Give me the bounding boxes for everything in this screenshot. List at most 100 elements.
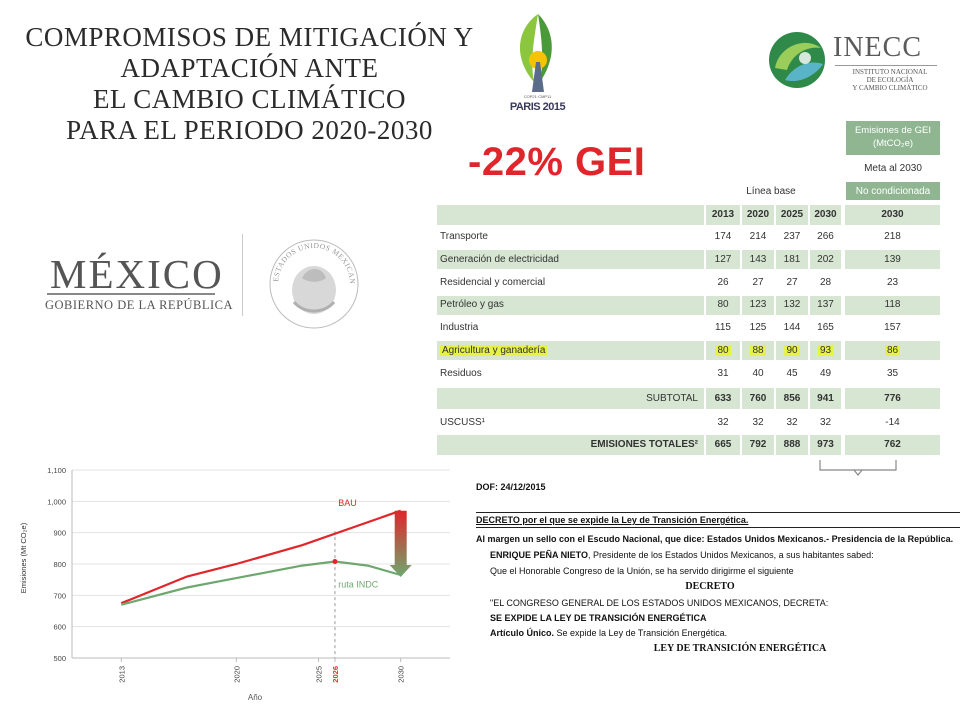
reduction-arrow-icon: [389, 510, 412, 577]
chart-ylabel: Emisiones (Mt CO₂e): [19, 522, 28, 593]
table-row-label: Transporte: [440, 231, 488, 242]
table-row-value: 80: [706, 299, 740, 310]
table-cell-text: 174: [714, 231, 732, 242]
table-cell-text: 137: [817, 299, 834, 310]
uscuss-label: USCUSS¹: [440, 417, 486, 428]
table-cell-text: 266: [817, 231, 834, 242]
table-row-label: Petróleo y gas: [440, 299, 504, 310]
decree-title: DECRETO por el que se expide la Ley de T…: [476, 515, 748, 525]
inecc-subtitle-line: DE ECOLOGÍA: [866, 76, 914, 84]
totales-band: [437, 435, 940, 455]
table-row-value: 49: [810, 368, 841, 379]
table-cell-text: 27: [786, 277, 798, 288]
table-row-value: 143: [742, 254, 774, 265]
inecc-leaf-icon: [769, 32, 825, 88]
chart-ytick-label: 500: [53, 654, 66, 663]
decree-margin: Al margen un sello con el Escudo Naciona…: [476, 534, 954, 544]
table-cell-text: 80: [717, 299, 729, 310]
table-row-value: 202: [810, 254, 841, 265]
table-row-value: 181: [776, 254, 808, 265]
row-band: [437, 296, 940, 315]
national-seal-icon: ESTADOS UNIDOS MEXICANOS: [264, 232, 359, 329]
totales-value: 973: [817, 439, 834, 450]
table-row-value: 214: [742, 231, 774, 242]
chart-xtick-label: 2020: [232, 666, 241, 683]
cop21-city-text: PARIS 2015: [509, 101, 566, 113]
series-label-indc: ruta INDC: [338, 580, 379, 590]
table-row-value: 237: [776, 231, 808, 242]
chart-xticks: 2013 2020 2025 2026 2030: [117, 658, 406, 683]
table-row-value: 26: [706, 277, 740, 288]
row-band: [437, 341, 940, 360]
table-cell-text: 139: [884, 254, 901, 265]
table-row-value: 88: [742, 345, 774, 356]
table-cell-text: 118: [884, 299, 901, 310]
chart-xtick-label: 2013: [117, 666, 126, 683]
uscuss-value: 32: [786, 417, 798, 428]
table-cell-text: 157: [884, 322, 901, 333]
table-row-meta: 157: [845, 322, 940, 333]
year-header: 2013: [711, 209, 735, 220]
table-cell-text: 26: [717, 277, 729, 288]
ley-heading: LEY DE TRANSICIÓN ENERGÉTICA: [653, 643, 827, 654]
table-row-label: Residuos: [440, 368, 482, 379]
mexico-divider: [47, 293, 215, 295]
table-cell-text: 27: [752, 277, 764, 288]
chart-series: BAU ruta INDC: [120, 498, 412, 658]
table-cell-text: 28: [819, 277, 832, 288]
table-cell-text: 40: [752, 368, 764, 379]
inecc-subtitle: INSTITUTO NACIONAL DE ECOLOGÍA Y CAMBIO …: [835, 68, 945, 92]
header-band: [437, 205, 940, 225]
chart-ytick-label: 1,000: [47, 497, 66, 506]
table-cell-text: 31: [717, 368, 729, 379]
chart-xtick-label: 2030: [397, 666, 406, 683]
table-row-value: 90: [776, 345, 808, 356]
table-cell-text: 125: [749, 322, 767, 333]
logo-separator: [242, 234, 243, 316]
totales-value: 792: [749, 439, 767, 450]
emissions-header-line: Emisiones de GEI: [854, 125, 932, 136]
table-cell-text: 127: [714, 254, 732, 265]
no-condicionada-box: [846, 182, 940, 200]
totales-value: 665: [714, 439, 732, 450]
title-line: EL CAMBIO CLIMÁTICO: [93, 84, 406, 114]
uscuss-value: 32: [752, 417, 764, 428]
decreto-heading: DECRETO: [685, 581, 735, 592]
table-row-value: 40: [742, 368, 774, 379]
subtotal-band: [437, 388, 940, 409]
decree-title-rest: por el que se expide la Ley de Transició…: [519, 515, 749, 525]
bracket-icon: [819, 460, 897, 476]
chart-xlabel: Año: [248, 693, 263, 702]
table-cell-text: 80: [715, 345, 731, 356]
table-row-meta: 23: [845, 277, 940, 288]
table-row-value: 45: [776, 368, 808, 379]
table-row-value: 127: [706, 254, 740, 265]
column-separator: [808, 205, 810, 455]
inecc-logo: INECC INSTITUTO NACIONAL DE ECOLOGÍA Y C…: [765, 28, 945, 98]
uscuss-value: 32: [819, 417, 832, 428]
decree-expide: SE EXPIDE LA LEY DE TRANSICIÓN ENERGÉTIC…: [490, 613, 707, 623]
chart-yticks: 500 600 700 800 900 1,000 1,100: [47, 466, 66, 663]
cop21-logo: COP21·CMP11 PARIS 2015: [500, 10, 580, 115]
table-cell-text: 123: [749, 299, 767, 310]
table-row-value: 123: [742, 299, 774, 310]
column-separator: [841, 205, 845, 455]
column-separator: [704, 205, 706, 455]
chart-ytick-label: 1,100: [47, 466, 66, 475]
table-row-label: Agricultura y ganadería: [440, 345, 548, 356]
inecc-subtitle-line: Y CAMBIO CLIMÁTICO: [852, 84, 928, 92]
table-row-label: Generación de electricidad: [440, 254, 559, 265]
year-header: 2020: [746, 209, 770, 220]
table-cell-text: 165: [817, 322, 834, 333]
table-cell-text: 143: [749, 254, 767, 265]
table-cell-text: 181: [783, 254, 801, 265]
table-cell-text: 90: [784, 345, 800, 356]
decree-title-bold: DECRETO: [476, 515, 520, 525]
table-row-value: 266: [810, 231, 841, 242]
linea-base-label: Línea base: [746, 186, 796, 197]
column-separator: [740, 205, 742, 455]
chart-ytick-label: 700: [53, 591, 66, 600]
table-cell-text: 237: [783, 231, 801, 242]
table-cell-text: 214: [749, 231, 767, 242]
